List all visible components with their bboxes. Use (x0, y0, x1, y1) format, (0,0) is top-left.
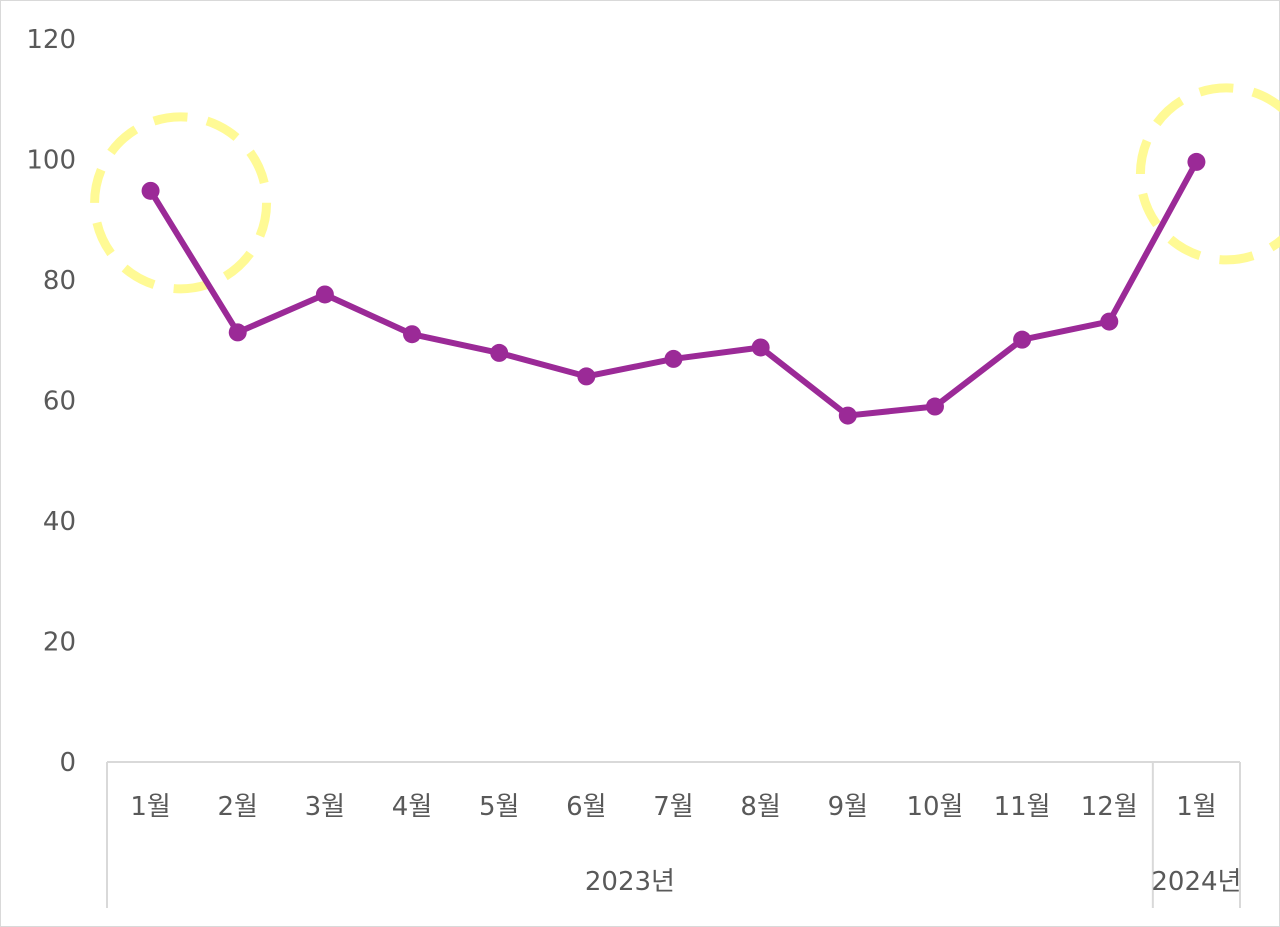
data-point (141, 181, 160, 200)
x-category-label: 2월 (217, 792, 257, 822)
data-point (1013, 330, 1032, 349)
y-tick-label: 120 (26, 25, 76, 55)
x-category-label: 4월 (392, 792, 432, 822)
x-category-label: 12월 (1081, 792, 1138, 822)
x-category-label: 8월 (740, 792, 780, 822)
data-point (1100, 312, 1119, 331)
highlight-circle (90, 112, 272, 294)
data-point (403, 325, 422, 344)
x-category-label: 10월 (906, 792, 963, 822)
highlight-circle (1135, 83, 1280, 265)
x-category-label: 11월 (994, 792, 1051, 822)
y-tick-label: 40 (43, 507, 76, 537)
x-category-label: 7월 (653, 792, 693, 822)
x-category-label: 3월 (305, 792, 345, 822)
data-point (315, 285, 334, 304)
x-group-label: 2024년 (1151, 867, 1241, 897)
data-point (664, 349, 683, 368)
y-tick-label: 60 (43, 387, 76, 417)
data-point (228, 323, 247, 342)
y-tick-label: 20 (43, 628, 76, 658)
data-point (751, 338, 770, 357)
series-line (147, 158, 1200, 419)
highlight-layer (90, 83, 1280, 294)
data-point (838, 406, 857, 425)
data-point (490, 343, 509, 362)
y-tick-label: 80 (43, 266, 76, 296)
x-category-label: 1월 (1176, 792, 1216, 822)
x-group-label: 2023년 (585, 867, 675, 897)
x-category-label: 6월 (566, 792, 606, 822)
data-point (577, 367, 596, 386)
x-category-label: 9월 (828, 792, 868, 822)
y-tick-label: 100 (26, 146, 76, 176)
data-point (925, 397, 944, 416)
data-point (1187, 152, 1206, 171)
x-category-label: 1월 (130, 792, 170, 822)
series-layer (141, 152, 1206, 425)
x-category-label: 5월 (479, 792, 519, 822)
axis-layer: 0 20 40 60 80 100 120 1월 2월 3월 4월 5월 6월 7월 8월 9월 10월 11월 1… (26, 25, 1241, 908)
y-tick-label: 0 (59, 748, 76, 778)
